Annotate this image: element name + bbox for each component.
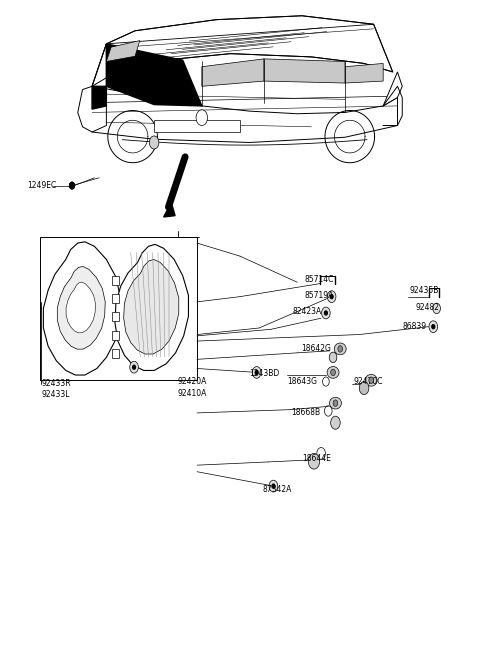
Circle shape bbox=[70, 182, 74, 189]
Text: 92435B: 92435B bbox=[409, 285, 439, 295]
Text: 18668B: 18668B bbox=[291, 409, 321, 417]
Ellipse shape bbox=[334, 343, 346, 355]
Ellipse shape bbox=[365, 375, 377, 386]
Circle shape bbox=[269, 480, 278, 492]
Text: 18643G: 18643G bbox=[287, 377, 317, 386]
Text: 92470C: 92470C bbox=[354, 377, 383, 386]
Circle shape bbox=[329, 352, 337, 363]
Polygon shape bbox=[78, 44, 107, 132]
Circle shape bbox=[338, 346, 343, 352]
Circle shape bbox=[331, 416, 340, 429]
Polygon shape bbox=[107, 44, 202, 106]
Circle shape bbox=[196, 110, 207, 125]
Circle shape bbox=[308, 453, 320, 469]
Circle shape bbox=[272, 484, 275, 488]
Polygon shape bbox=[115, 245, 189, 371]
Circle shape bbox=[331, 369, 336, 376]
Circle shape bbox=[333, 400, 338, 406]
Circle shape bbox=[330, 295, 333, 298]
Circle shape bbox=[322, 307, 330, 319]
Circle shape bbox=[70, 182, 74, 189]
Text: 87342A: 87342A bbox=[263, 485, 292, 494]
Polygon shape bbox=[202, 59, 264, 87]
Text: 82423A: 82423A bbox=[292, 307, 322, 316]
Text: 85719A: 85719A bbox=[304, 291, 334, 300]
Text: 1249EC: 1249EC bbox=[28, 181, 57, 190]
Circle shape bbox=[327, 291, 336, 302]
Ellipse shape bbox=[329, 398, 341, 409]
Bar bbox=[112, 294, 119, 303]
Polygon shape bbox=[92, 87, 397, 142]
Circle shape bbox=[360, 382, 369, 395]
Text: 86839: 86839 bbox=[402, 321, 426, 331]
Circle shape bbox=[130, 361, 138, 373]
Text: 18642G: 18642G bbox=[301, 344, 331, 354]
Polygon shape bbox=[57, 266, 105, 349]
Circle shape bbox=[369, 377, 373, 384]
Circle shape bbox=[433, 303, 441, 314]
Polygon shape bbox=[383, 72, 402, 106]
Polygon shape bbox=[345, 64, 383, 83]
Text: 92482: 92482 bbox=[416, 302, 440, 312]
Text: 92433R: 92433R bbox=[42, 379, 72, 388]
Text: 85714C: 85714C bbox=[304, 274, 334, 283]
Polygon shape bbox=[164, 203, 175, 217]
Circle shape bbox=[429, 321, 438, 333]
Text: 92410A: 92410A bbox=[178, 389, 207, 398]
Bar bbox=[112, 349, 119, 358]
Polygon shape bbox=[107, 41, 140, 62]
Bar bbox=[112, 276, 119, 285]
Text: 92433L: 92433L bbox=[42, 390, 71, 399]
FancyBboxPatch shape bbox=[154, 120, 240, 132]
Circle shape bbox=[132, 365, 135, 369]
Circle shape bbox=[324, 311, 327, 315]
Ellipse shape bbox=[327, 367, 339, 379]
Polygon shape bbox=[92, 87, 107, 109]
Circle shape bbox=[255, 371, 258, 375]
Polygon shape bbox=[43, 242, 120, 375]
Circle shape bbox=[432, 325, 435, 329]
Bar bbox=[112, 331, 119, 340]
Text: 1243BD: 1243BD bbox=[250, 369, 280, 379]
Circle shape bbox=[252, 367, 261, 379]
Polygon shape bbox=[66, 282, 96, 333]
Bar bbox=[112, 312, 119, 321]
Polygon shape bbox=[264, 59, 345, 83]
Polygon shape bbox=[92, 16, 393, 87]
Circle shape bbox=[149, 136, 159, 149]
Text: 92420A: 92420A bbox=[178, 377, 207, 386]
Polygon shape bbox=[124, 260, 179, 354]
Text: 18644E: 18644E bbox=[302, 454, 331, 463]
